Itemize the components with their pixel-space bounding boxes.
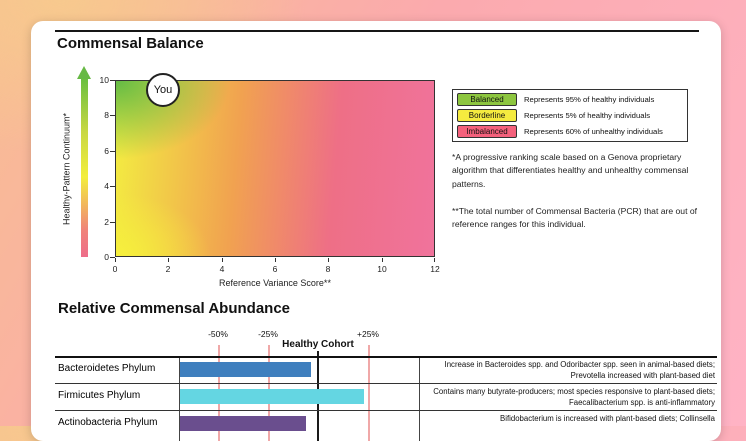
abundance-bar-actinobacteria (180, 416, 306, 431)
header-minus-25: -25% (258, 329, 278, 339)
report-card: Commensal Balance Healthy-Pattern Contin… (31, 21, 721, 441)
x-tick-label: 12 (430, 264, 440, 274)
x-tick-label: 10 (377, 264, 387, 274)
footnote-1: *A progressive ranking scale based on a … (452, 152, 689, 189)
tick-mark (110, 115, 115, 116)
you-marker-label: You (153, 84, 173, 96)
abundance-bar-bacteroidetes (180, 362, 311, 377)
column-divider (419, 356, 420, 441)
section-title-commensal-balance: Commensal Balance (57, 35, 204, 52)
legend-row-borderline: Borderline Represents 5% of healthy indi… (457, 109, 683, 122)
tick-mark (168, 258, 169, 262)
footnote-2: **The total number of Commensal Bacteria… (452, 206, 698, 230)
row-description: Bifidobacterium is increased with plant-… (500, 414, 715, 423)
legend-swatch-imbalanced: Imbalanced (457, 125, 517, 138)
header-healthy-cohort: Healthy Cohort (282, 339, 354, 350)
tick-mark (110, 151, 115, 152)
section-title-relative-abundance: Relative Commensal Abundance (58, 300, 291, 317)
x-tick-label: 6 (272, 264, 278, 274)
tick-mark (328, 258, 329, 262)
table-border (55, 383, 717, 384)
y-tick-label: 10 (99, 75, 109, 85)
y-tick-label: 6 (104, 146, 109, 156)
tick-mark (115, 258, 116, 262)
healthy-pattern-gradient-bar (81, 79, 88, 257)
y-axis-label: Healthy-Pattern Continuum* (61, 112, 72, 226)
table-border (55, 356, 717, 358)
row-label-actinobacteria: Actinobacteria Phylum (58, 417, 158, 428)
tick-mark (434, 258, 435, 262)
x-tick-label: 4 (219, 264, 225, 274)
legend-row-balanced: Balanced Represents 95% of healthy indiv… (457, 93, 683, 106)
tick-mark (382, 258, 383, 262)
top-rule (55, 30, 699, 32)
column-divider (179, 356, 180, 441)
header-minus-50: -50% (208, 329, 228, 339)
y-tick-label: 2 (104, 217, 109, 227)
tick-mark (110, 80, 115, 81)
legend-box: Balanced Represents 95% of healthy indiv… (452, 89, 688, 142)
row-description: Increase in Bacteroides spp. and Odoriba… (444, 360, 715, 381)
row-description: Contains many butyrate-producers; most s… (433, 387, 715, 408)
y-tick-label: 4 (104, 181, 109, 191)
row-label-bacteroidetes: Bacteroidetes Phylum (58, 363, 156, 374)
y-tick-label: 8 (104, 110, 109, 120)
legend-text: Represents 5% of healthy individuals (524, 111, 651, 120)
tick-mark (275, 258, 276, 262)
x-tick-label: 0 (112, 264, 118, 274)
legend-swatch-balanced: Balanced (457, 93, 517, 106)
you-marker: You (146, 73, 180, 107)
tick-mark (110, 257, 115, 258)
reference-line-plus-25 (368, 345, 370, 441)
legend-row-imbalanced: Imbalanced Represents 60% of unhealthy i… (457, 125, 683, 138)
y-axis-arrow-icon (77, 66, 91, 79)
abundance-bar-firmicutes (180, 389, 364, 404)
y-tick-label: 0 (104, 252, 109, 262)
tick-mark (110, 222, 115, 223)
legend-swatch-borderline: Borderline (457, 109, 517, 122)
table-border (55, 410, 717, 411)
header-plus-25: +25% (357, 329, 379, 339)
x-axis-label: Reference Variance Score** (219, 278, 331, 288)
x-tick-label: 8 (325, 264, 331, 274)
tick-mark (222, 258, 223, 262)
legend-text: Represents 60% of unhealthy individuals (524, 127, 663, 136)
row-label-firmicutes: Firmicutes Phylum (58, 390, 141, 401)
legend-text: Represents 95% of healthy individuals (524, 95, 655, 104)
tick-mark (110, 186, 115, 187)
gradient-plot-area (115, 80, 435, 257)
x-tick-label: 2 (165, 264, 171, 274)
